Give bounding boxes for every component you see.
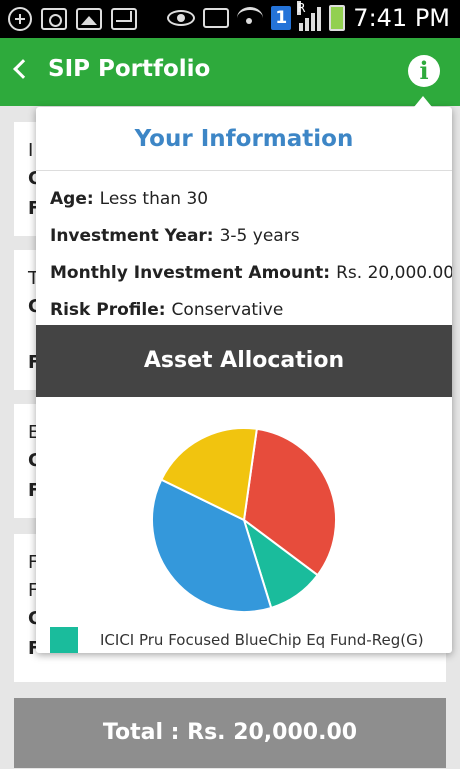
gallery-icon [76, 8, 102, 30]
field-value: Less than 30 [99, 189, 209, 209]
asset-allocation-pie-chart [151, 427, 337, 613]
notification-icons [8, 7, 137, 31]
system-icons: 1 R 7:41 PM [167, 1, 450, 32]
field-risk-profile: Risk Profile: Conservative [50, 292, 452, 329]
field-monthly-amount: Monthly Investment Amount: Rs. 20,000.00 [50, 255, 452, 292]
wifi-icon [237, 7, 264, 29]
field-value: 3-5 years [219, 226, 300, 246]
popup-title: Your Information [36, 107, 452, 171]
eye-icon [167, 10, 196, 26]
asset-allocation-header: Asset Allocation [36, 325, 452, 397]
clock: 7:41 PM [353, 4, 450, 32]
popup-pointer [414, 96, 432, 107]
field-value: Conservative [171, 300, 284, 320]
legend-label: ICICI Pru Focused BlueChip Eq Fund-Reg(G… [100, 631, 424, 649]
back-arrow-icon[interactable] [13, 59, 33, 79]
signal-icon: R [297, 1, 322, 31]
field-age: Age: Less than 30 [50, 181, 452, 218]
sim-badge: 1 [271, 6, 292, 30]
app-bar: SIP Portfolio i [0, 38, 460, 106]
mute-icon [203, 8, 230, 28]
field-label: Monthly Investment Amount: [50, 263, 331, 283]
info-popup: Your Information Age: Less than 30 Invest… [36, 107, 452, 653]
total-bar: Total : Rs. 20,000.00 [14, 698, 446, 768]
roaming-indicator: R [297, 1, 306, 15]
pie-slice-2[interactable] [151, 478, 273, 613]
card-line: F [28, 552, 39, 573]
card-line: F [28, 580, 39, 601]
pie-slice-0[interactable] [242, 427, 337, 577]
field-label: Investment Year: [50, 226, 214, 246]
chart-legend: ICICI Pru Focused BlueChip Eq Fund-Reg(G… [50, 627, 450, 653]
field-value: Rs. 20,000.00 [336, 263, 452, 283]
camera-icon [41, 8, 67, 30]
legend-swatch [50, 627, 78, 653]
battery-icon [329, 5, 346, 31]
pie-slice-3[interactable] [159, 427, 258, 522]
field-investment-year: Investment Year: 3-5 years [50, 218, 452, 255]
card-line: T [28, 268, 39, 289]
page-title: SIP Portfolio [48, 56, 211, 82]
card-line: I [28, 140, 34, 161]
field-label: Risk Profile: [50, 300, 166, 320]
info-button[interactable]: i [408, 55, 440, 87]
add-icon [8, 7, 32, 31]
status-bar: 1 R 7:41 PM [0, 0, 460, 38]
info-fields: Age: Less than 30 Investment Year: 3-5 yea… [36, 171, 452, 329]
card-line: E [28, 422, 40, 443]
mail-icon [111, 8, 137, 30]
field-label: Age: [50, 189, 94, 209]
